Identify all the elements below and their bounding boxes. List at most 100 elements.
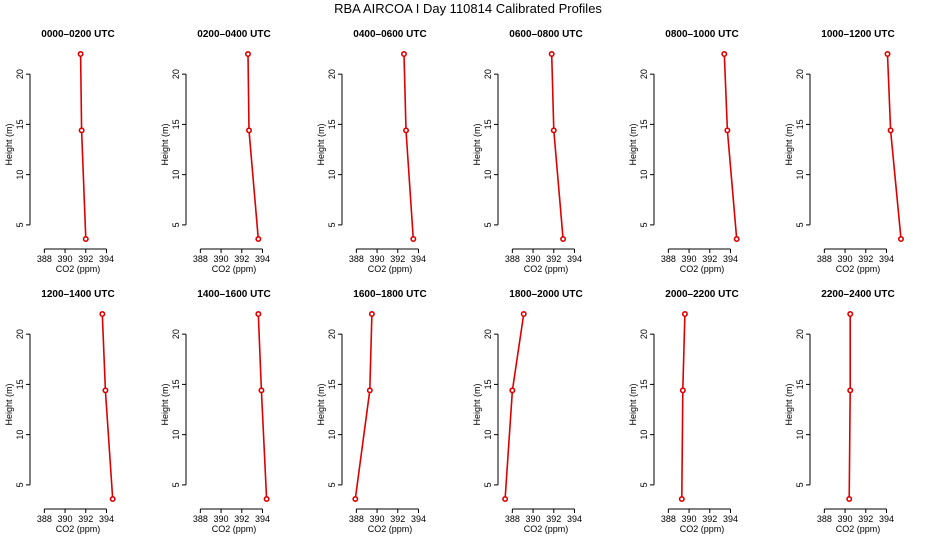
x-tick-label: 392 — [78, 254, 93, 264]
x-tick-label: 390 — [370, 254, 385, 264]
x-tick-label: 388 — [349, 514, 364, 524]
x-tick-label: 390 — [682, 254, 697, 264]
profile-point — [366, 387, 373, 394]
y-tick-label: 20 — [171, 329, 181, 339]
x-tick-label: 388 — [817, 514, 832, 524]
x-axis-label: CO2 (ppm) — [368, 264, 413, 274]
profile-point — [77, 51, 84, 58]
panel-title: 1800–2000 UTC — [509, 289, 582, 300]
profile-line — [681, 314, 686, 500]
x-axis-label: CO2 (ppm) — [212, 524, 257, 534]
profile-point — [548, 51, 555, 58]
profile-point — [82, 235, 89, 242]
profile-line — [848, 314, 852, 500]
y-tick-label: 5 — [639, 482, 649, 487]
panel-title: 2000–2200 UTC — [665, 289, 738, 300]
y-axis-label: Height (m) — [628, 383, 638, 425]
profile-point — [502, 495, 509, 502]
panel-title: 1000–1200 UTC — [821, 29, 894, 40]
profile-point — [509, 387, 516, 394]
x-axis-label: CO2 (ppm) — [836, 264, 881, 274]
y-axis-label: Height (m) — [160, 123, 170, 165]
profile-line — [504, 313, 525, 500]
y-axis-label: Height (m) — [472, 383, 482, 425]
y-tick-label: 15 — [15, 119, 25, 129]
x-tick-label: 390 — [370, 514, 385, 524]
profile-line — [886, 54, 902, 240]
x-axis-label: CO2 (ppm) — [524, 524, 569, 534]
x-tick-label: 392 — [390, 514, 405, 524]
x-axis-label: CO2 (ppm) — [56, 264, 101, 274]
profile-point — [102, 387, 109, 394]
x-tick-label: 392 — [546, 254, 561, 264]
y-tick-label: 15 — [171, 379, 181, 389]
x-tick-label: 392 — [390, 254, 405, 264]
x-axis-label: CO2 (ppm) — [56, 524, 101, 534]
x-tick-label: 388 — [661, 254, 676, 264]
y-tick-label: 20 — [795, 69, 805, 79]
panel-title: 2200–2400 UTC — [821, 289, 894, 300]
y-axis-label: Height (m) — [160, 383, 170, 425]
profile-line — [723, 54, 738, 240]
profile-point — [724, 127, 731, 134]
y-tick-label: 15 — [639, 379, 649, 389]
profile-line — [550, 54, 564, 240]
x-tick-label: 390 — [526, 254, 541, 264]
profile-point — [403, 127, 410, 134]
profile-point — [368, 311, 375, 318]
y-tick-label: 5 — [327, 482, 337, 487]
profile-point — [550, 127, 557, 134]
profile-point — [255, 235, 262, 242]
x-tick-label: 394 — [99, 514, 114, 524]
x-tick-label: 394 — [99, 254, 114, 264]
y-axis-label: Height (m) — [628, 123, 638, 165]
y-tick-label: 15 — [795, 119, 805, 129]
profile-point — [258, 387, 265, 394]
panel-title: 0000–0200 UTC — [41, 29, 114, 40]
y-tick-label: 10 — [327, 430, 337, 440]
y-axis-label: Height (m) — [4, 383, 14, 425]
panel-title: 0800–1000 UTC — [665, 29, 738, 40]
y-axis-label: Height (m) — [4, 123, 14, 165]
y-tick-label: 5 — [171, 482, 181, 487]
profile-point — [721, 51, 728, 58]
panel-title: 1600–1800 UTC — [353, 289, 426, 300]
x-tick-label: 392 — [546, 514, 561, 524]
profile-point — [897, 235, 904, 242]
y-tick-label: 15 — [639, 119, 649, 129]
y-tick-label: 10 — [795, 170, 805, 180]
y-tick-label: 20 — [327, 329, 337, 339]
profile-point — [678, 495, 685, 502]
profile-point — [681, 311, 688, 318]
x-tick-label: 392 — [858, 514, 873, 524]
panel-title: 0400–0600 UTC — [353, 29, 426, 40]
y-tick-label: 10 — [327, 170, 337, 180]
profile-point — [884, 51, 891, 58]
profile-line — [403, 54, 415, 240]
y-tick-label: 5 — [327, 222, 337, 227]
y-tick-label: 20 — [795, 329, 805, 339]
x-axis-label: CO2 (ppm) — [524, 264, 569, 274]
y-tick-label: 20 — [15, 329, 25, 339]
y-tick-label: 20 — [171, 69, 181, 79]
profile-point — [560, 235, 567, 242]
y-tick-label: 10 — [15, 430, 25, 440]
x-tick-label: 388 — [817, 254, 832, 264]
x-tick-label: 392 — [858, 254, 873, 264]
profile-point — [244, 51, 251, 58]
profile-line — [101, 314, 114, 500]
panel-title: 1400–1600 UTC — [197, 289, 270, 300]
x-axis-label: CO2 (ppm) — [368, 524, 413, 534]
x-tick-label: 392 — [702, 254, 717, 264]
x-tick-label: 394 — [411, 254, 426, 264]
y-tick-label: 10 — [483, 170, 493, 180]
y-tick-label: 10 — [639, 430, 649, 440]
